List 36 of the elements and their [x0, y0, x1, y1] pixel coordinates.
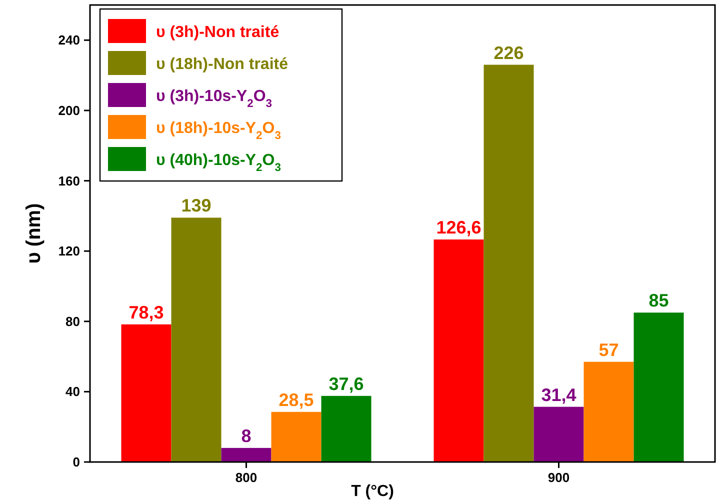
data-label: 126,6 — [436, 217, 482, 238]
bar — [321, 396, 372, 462]
bar — [271, 412, 322, 462]
data-label: 28,5 — [278, 390, 314, 410]
bar — [634, 312, 684, 462]
legend-label: υ (3h)-Non traité — [156, 24, 280, 41]
data-label: 85 — [648, 290, 669, 311]
x-tick-label: 800 — [235, 470, 258, 485]
bar — [584, 362, 634, 462]
data-label: 139 — [181, 196, 212, 216]
y-tick-label: 200 — [58, 103, 80, 118]
data-label: 226 — [494, 42, 524, 63]
bar — [434, 239, 484, 462]
legend-label: υ (18h)-10s-Y$_{2}$O$_{3}$ — [156, 120, 281, 142]
y-tick-label: 0 — [72, 454, 80, 470]
data-label: 57 — [598, 340, 619, 360]
y-tick-label: 120 — [58, 244, 80, 259]
bar — [121, 324, 172, 462]
legend-label: υ (40h)-10s-Y$_{2}$O$_{3}$ — [156, 152, 281, 174]
legend-label: υ (3h)-10s-Y$_{2}$O$_{3}$ — [156, 88, 272, 110]
y-tick-label: 80 — [66, 314, 80, 329]
y-tick-label: 40 — [66, 384, 80, 400]
data-label: 31,4 — [541, 384, 576, 405]
y-tick-label: 160 — [58, 173, 80, 188]
x-tick-label: 900 — [548, 470, 570, 485]
legend-label: υ (18h)-Non traité — [156, 56, 288, 73]
bar — [171, 218, 222, 462]
y-axis-title: υ (nm) — [23, 203, 45, 264]
bar — [534, 406, 584, 462]
data-label: 78,3 — [128, 302, 164, 322]
data-label: 37,6 — [328, 374, 364, 394]
bar — [484, 64, 534, 462]
x-axis-title: T (°C) — [351, 483, 394, 500]
bar — [221, 448, 272, 462]
data-label: 8 — [241, 426, 252, 446]
y-tick-label: 240 — [58, 32, 80, 48]
